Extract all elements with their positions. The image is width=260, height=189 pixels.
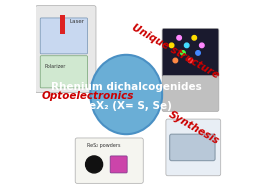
Circle shape — [200, 43, 204, 48]
Text: Unique structure: Unique structure — [130, 23, 221, 81]
FancyBboxPatch shape — [40, 18, 87, 54]
Text: Optoelectronics: Optoelectronics — [41, 91, 134, 101]
Circle shape — [181, 51, 185, 55]
Text: ReX₂ (X= S, Se): ReX₂ (X= S, Se) — [81, 101, 172, 111]
Text: Polarizer: Polarizer — [45, 64, 66, 69]
FancyBboxPatch shape — [36, 6, 96, 93]
Circle shape — [169, 43, 174, 48]
Circle shape — [177, 36, 181, 40]
FancyBboxPatch shape — [162, 76, 219, 112]
Text: Rhenium dichalcogenides: Rhenium dichalcogenides — [51, 82, 202, 92]
FancyBboxPatch shape — [110, 156, 127, 173]
Circle shape — [184, 43, 189, 48]
Circle shape — [188, 58, 193, 63]
Text: ReS₂ powders: ReS₂ powders — [87, 143, 120, 148]
FancyBboxPatch shape — [162, 28, 219, 77]
Text: Laser: Laser — [69, 19, 84, 24]
FancyBboxPatch shape — [170, 134, 215, 161]
FancyBboxPatch shape — [75, 138, 143, 183]
Circle shape — [173, 58, 178, 63]
Text: Synthesis: Synthesis — [167, 110, 221, 147]
FancyBboxPatch shape — [40, 56, 87, 88]
Circle shape — [86, 156, 103, 173]
FancyBboxPatch shape — [166, 119, 221, 176]
Circle shape — [196, 51, 200, 55]
Circle shape — [192, 36, 197, 40]
Ellipse shape — [90, 55, 162, 134]
Bar — [60, 15, 65, 34]
